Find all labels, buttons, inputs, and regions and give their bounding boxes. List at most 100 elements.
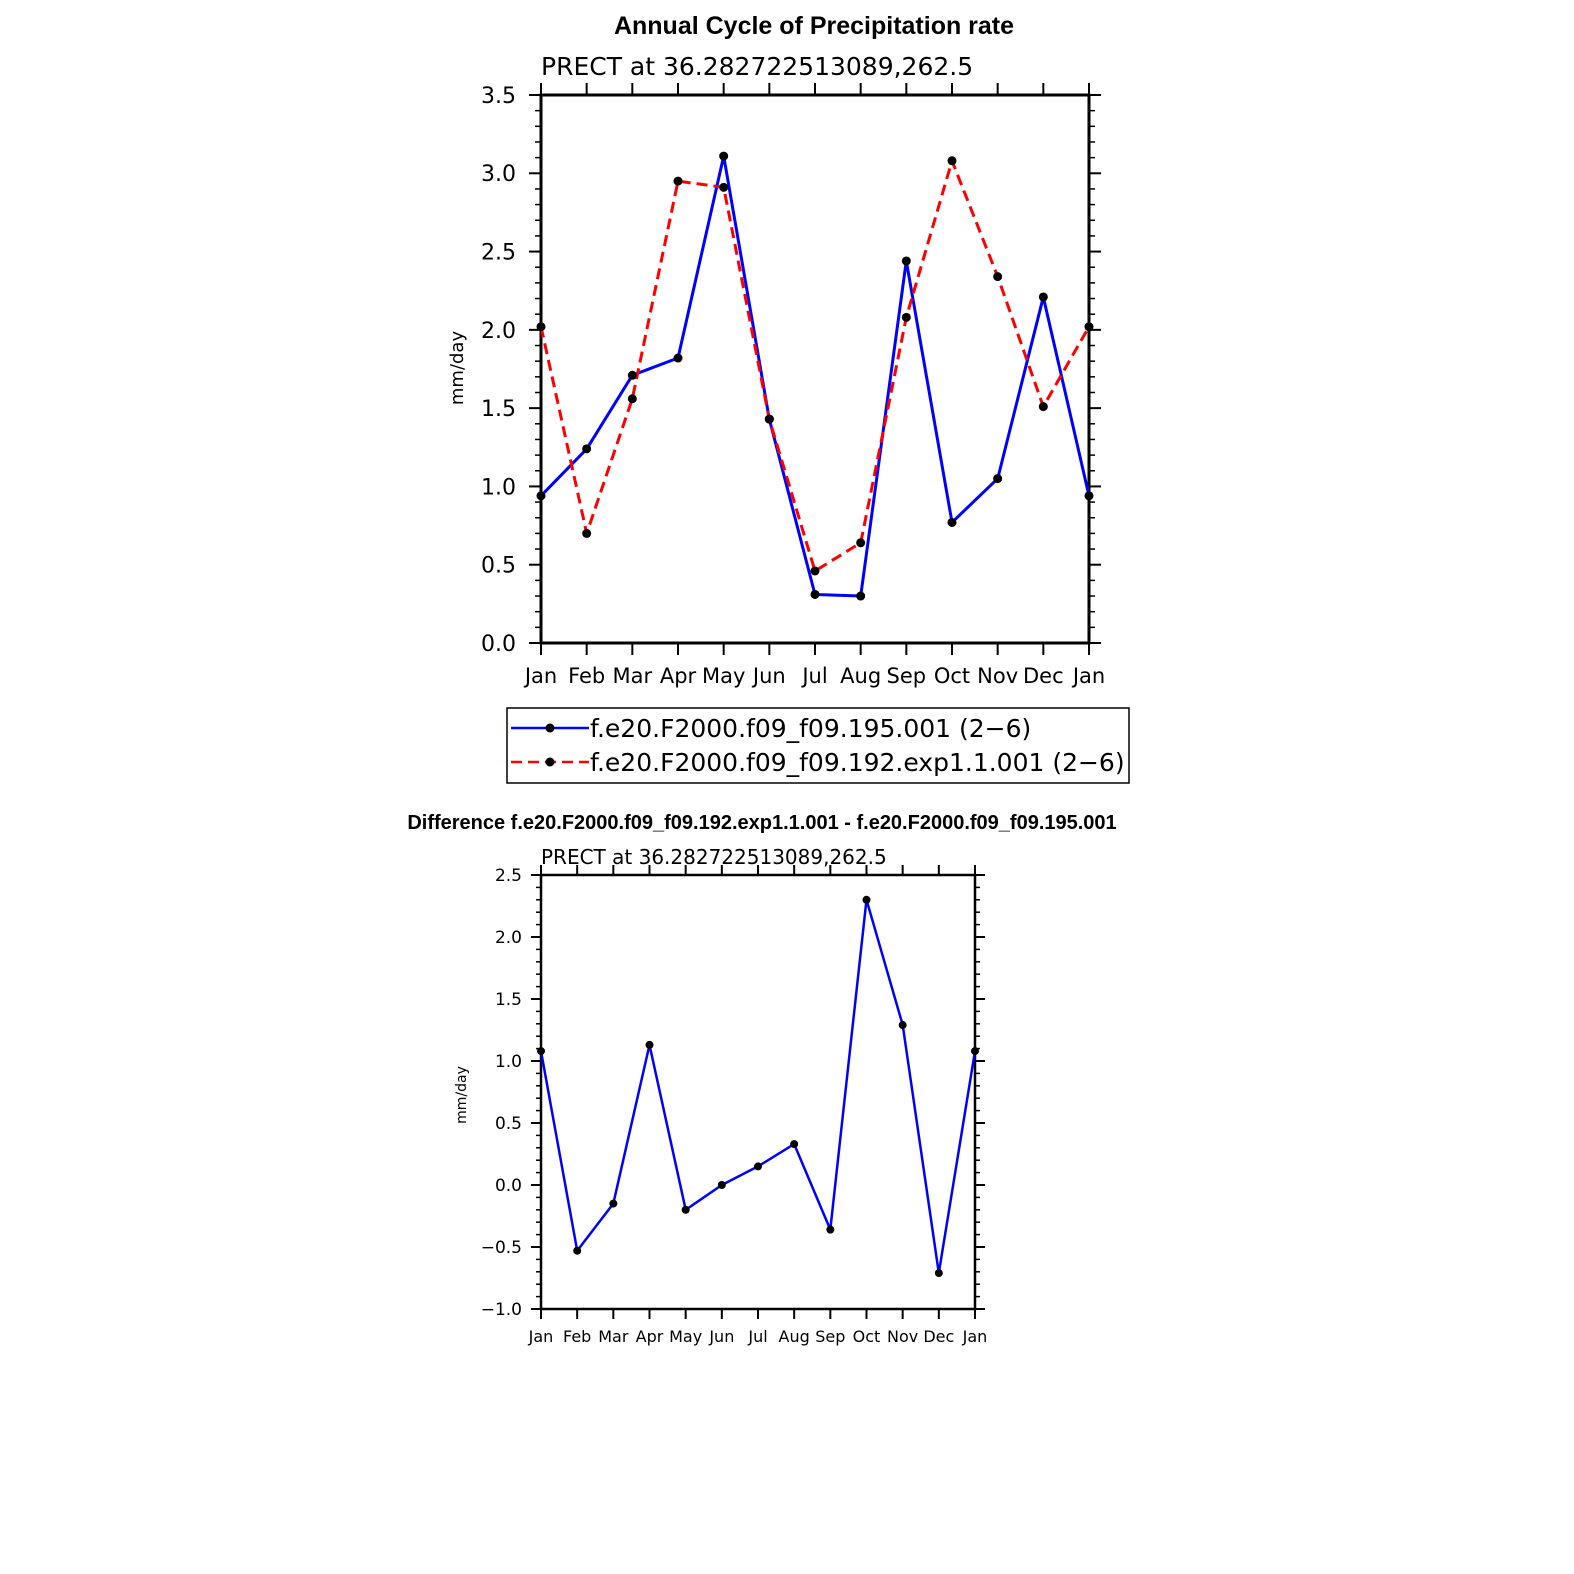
legend-marker-series-2 [545,757,555,767]
legend-label-series-1: f.e20.F2000.f09_f09.195.001 (2−6) [590,714,1031,743]
difference-chart: Difference f.e20.F2000.f09_f09.192.exp1.… [407,812,1116,1346]
x-tick-label: Dec [1023,664,1064,688]
series-line-1 [539,154,1091,598]
axes: Jan Feb Mar Apr May Jun Jul Aug Sep Oct Nov Dec Jan −… [481,865,988,1346]
y-tick-label: 2.0 [481,319,516,344]
data-point-series-1 [810,589,820,599]
data-point-series-1 [536,491,546,501]
x-tick-label: Feb [568,664,605,688]
y-tick-label: 3.5 [481,84,516,109]
y-axis-label: mm/day [454,1066,470,1124]
y-tick-label: −0.5 [481,1238,522,1258]
x-tick-label: Sep [887,664,927,688]
data-point-series-1 [582,444,592,454]
chart-title: Difference f.e20.F2000.f09_f09.192.exp1.… [407,812,1116,834]
legend-box [506,707,1130,784]
data-point-series-2 [719,182,729,192]
x-tick-label: Jul [747,1327,767,1346]
data-point-series-1 [681,1205,690,1214]
data-point-series-1 [790,1140,799,1149]
data-point-series-1 [673,353,683,363]
y-tick-label: 0.0 [481,632,516,657]
x-tick-label: Aug [779,1327,810,1346]
data-point-series-1 [901,256,911,266]
y-tick-label: 1.0 [481,475,516,500]
x-tick-label: Dec [923,1327,954,1346]
x-tick-label: Aug [840,664,881,688]
data-point-series-1 [754,1162,762,1171]
data-point-series-1 [1038,292,1048,302]
y-tick-label: 0.5 [481,554,516,579]
x-tick-label: Apr [660,664,697,688]
data-point-series-1 [971,1047,979,1056]
y-tick-label: 2.5 [495,866,522,886]
legend: f.e20.F2000.f09_f09.195.001 (2−6) f.e20.… [506,707,1130,784]
data-point-series-1 [826,1225,835,1234]
x-tick-label: Jan [523,664,557,688]
data-point-series-2 [764,414,774,424]
data-point-series-2 [1038,402,1048,412]
x-tick-label: Oct [853,1327,881,1346]
axes: Jan Feb Mar Apr May Jun Jul Aug Sep Oct Nov Dec Jan 0… [481,83,1105,688]
data-point-series-2 [582,528,592,538]
x-tick-label: Nov [887,1327,918,1346]
legend-marker-series-1 [545,723,555,733]
x-tick-label: Jan [1071,664,1105,688]
series-lines [536,151,1094,601]
plot-frame [539,93,1091,645]
series-lines [537,895,979,1278]
data-point-series-1 [537,1047,545,1056]
data-point-series-1 [898,1021,907,1030]
y-tick-label: 1.0 [495,1052,522,1072]
x-tick-label: Jun [708,1327,734,1346]
data-point-series-2 [627,394,637,404]
x-tick-label: Mar [613,664,653,688]
y-tick-label: 0.0 [495,1176,522,1196]
data-point-series-1 [993,474,1003,484]
data-point-series-2 [993,272,1003,282]
data-point-series-2 [947,156,957,166]
series-line-1 [539,898,977,1275]
legend-label-series-2: f.e20.F2000.f09_f09.192.exp1.1.001 (2−6) [590,748,1125,777]
chart-title: Annual Cycle of Precipitation rate [614,12,1014,40]
data-point-series-1 [947,517,957,527]
y-tick-label: 1.5 [481,397,516,422]
x-tick-label: Sep [815,1327,845,1346]
data-point-series-2 [901,312,911,322]
x-tick-label: Jan [962,1327,988,1346]
data-point-series-2 [1084,322,1094,332]
x-tick-label: May [669,1327,702,1346]
data-point-series-2 [856,538,866,548]
x-tick-label: May [702,664,745,688]
y-axis-label: mm/day [447,331,468,406]
data-point-series-1 [1084,491,1094,501]
data-point-series-1 [719,151,729,161]
annual-cycle-chart: Annual Cycle of Precipitation rate PRECT… [447,12,1130,784]
y-tick-label: 0.5 [495,1114,522,1134]
y-tick-label: 2.5 [481,240,516,265]
series-line-2 [539,159,1091,573]
data-point-series-1 [627,370,637,380]
y-tick-label: 2.0 [495,928,522,948]
y-tick-label: 3.0 [481,162,516,187]
y-tick-label: 1.5 [495,990,522,1010]
data-point-series-1 [856,591,866,601]
data-point-series-2 [536,322,546,332]
x-tick-label: Mar [598,1327,629,1346]
x-tick-label: Jul [800,664,827,688]
data-point-series-1 [609,1199,618,1208]
x-tick-label: Feb [563,1327,591,1346]
data-point-series-1 [862,895,871,904]
chart-subtitle: PRECT at 36.282722513089,262.5 [541,845,887,869]
chart-subtitle: PRECT at 36.282722513089,262.5 [541,52,973,81]
data-point-series-2 [810,566,820,576]
x-tick-label: Nov [977,664,1018,688]
data-point-series-1 [645,1040,654,1049]
x-tick-label: Oct [934,664,970,688]
x-tick-label: Apr [636,1327,664,1346]
data-point-series-2 [673,176,683,186]
data-point-series-1 [573,1246,582,1255]
data-point-series-1 [934,1269,943,1278]
plot-frame [539,873,977,1311]
x-tick-label: Jan [528,1327,554,1346]
